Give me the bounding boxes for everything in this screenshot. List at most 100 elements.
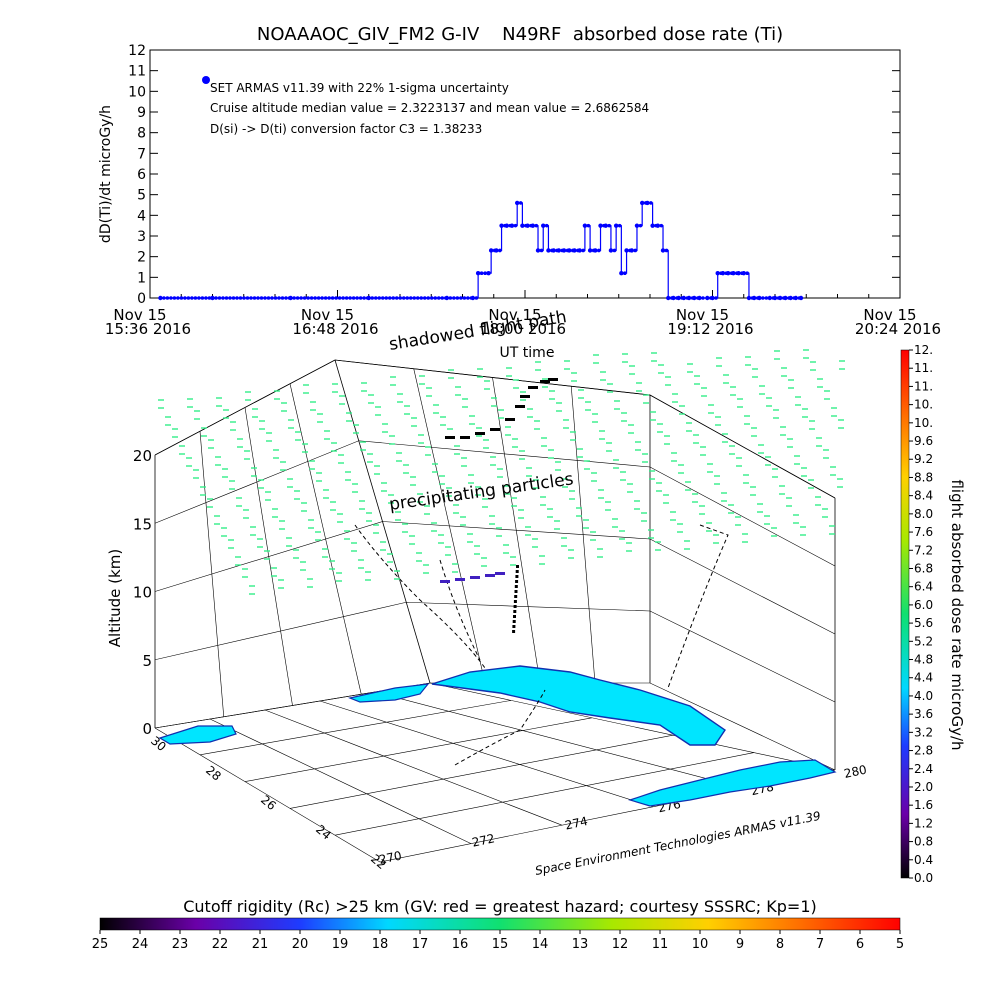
data-point <box>207 296 212 300</box>
data-point <box>570 248 575 253</box>
y-tick-label: 3 <box>137 229 146 245</box>
data-point <box>524 223 528 228</box>
data-point <box>270 296 274 300</box>
dose-colorbar-tick-label: 6.4 <box>914 580 933 594</box>
data-point <box>735 271 739 276</box>
rigidity-colorbar-tick-label: 23 <box>172 937 189 952</box>
altitude-tick-label: 5 <box>142 652 152 670</box>
data-point <box>520 223 525 228</box>
data-point <box>675 296 679 300</box>
flight-path-segment <box>475 432 485 435</box>
flight-path-descent <box>514 595 518 598</box>
data-point <box>330 296 335 300</box>
data-point <box>221 296 225 300</box>
data-point <box>624 248 629 253</box>
data-point <box>408 296 413 300</box>
data-point <box>443 296 448 300</box>
data-point <box>224 296 229 300</box>
data-point <box>643 201 648 205</box>
flight-path-segment <box>445 436 455 439</box>
data-point <box>576 248 580 253</box>
data-point <box>613 223 619 228</box>
shadow-track-left <box>354 524 486 669</box>
data-point <box>429 296 434 300</box>
rigidity-colorbar-tick-label: 25 <box>92 937 109 952</box>
data-point <box>238 296 243 300</box>
rigidity-colorbar-tick-label: 14 <box>532 937 549 952</box>
data-point <box>235 296 239 300</box>
y-tick-label: 7 <box>137 146 146 162</box>
dose-colorbar-tick-label: 5.6 <box>914 616 933 630</box>
wall-grid-line <box>289 383 362 695</box>
y-tick-label: 0 <box>137 291 146 307</box>
dose-rate-series <box>158 200 804 301</box>
data-point <box>680 296 684 300</box>
data-point <box>309 296 314 300</box>
rigidity-colorbar-tick-label: 22 <box>212 937 229 952</box>
dose-colorbar-tick-label: 0.0 <box>914 871 933 885</box>
data-point <box>362 296 366 300</box>
x-tick-label-date: Nov 15 <box>488 306 541 324</box>
data-point <box>508 223 513 228</box>
data-point <box>474 296 479 300</box>
y-tick-label: 2 <box>137 250 146 266</box>
data-point <box>544 223 549 228</box>
land-panhandle-mid <box>347 683 430 703</box>
data-point <box>214 296 218 300</box>
dose-colorbar-tick-label: 8.0 <box>914 507 933 521</box>
floor-grid-line <box>334 752 755 836</box>
data-point <box>560 248 565 253</box>
data-point <box>186 296 191 300</box>
flight-path-segment <box>460 436 470 439</box>
data-point <box>792 296 796 300</box>
data-point <box>705 295 710 301</box>
data-point <box>370 296 375 300</box>
legend-line-3: D(si) -> D(ti) conversion factor C3 = 1.… <box>210 122 482 136</box>
dose-colorbar-tick-label: 11. <box>914 361 933 375</box>
top-x-axis-label: UT time <box>500 345 555 361</box>
data-point <box>455 296 460 300</box>
precipitating-particles-label: precipitating particles <box>388 469 575 515</box>
dose-colorbar-tick-label: 10. <box>914 416 933 430</box>
data-point <box>776 296 781 300</box>
data-point <box>597 248 601 253</box>
rigidity-colorbar-tick-label: 11 <box>652 937 669 952</box>
data-point <box>745 271 750 276</box>
data-point <box>158 295 163 301</box>
data-point <box>259 296 264 300</box>
data-point <box>550 248 554 253</box>
rigidity-colorbar-tick-label: 7 <box>816 937 824 952</box>
data-point <box>337 296 342 300</box>
y-tick-label: 1 <box>137 270 146 286</box>
data-point <box>210 295 215 301</box>
data-point <box>619 271 624 276</box>
wall-grid-line <box>492 377 541 684</box>
longitude-tick-label: 270 <box>378 848 403 866</box>
data-point <box>387 296 392 300</box>
flight-path-descent <box>514 590 518 593</box>
data-point <box>499 223 504 228</box>
legend-line-1: SET ARMAS v11.39 with 22% 1-sigma uncert… <box>210 81 509 95</box>
data-point <box>659 223 664 228</box>
data-point <box>242 296 246 300</box>
rigidity-colorbar-tick-label: 6 <box>856 937 864 952</box>
data-point <box>541 223 546 228</box>
altitude-tick-label: 10 <box>133 584 152 602</box>
rigidity-colorbar-tick-label: 15 <box>492 937 509 952</box>
data-point <box>650 223 655 228</box>
rigidity-colorbar-tick-label: 5 <box>896 937 904 952</box>
dose-colorbar-tick-label: 9.6 <box>914 434 933 448</box>
dose-colorbar <box>900 349 910 879</box>
x-tick-label-date: Nov 15 <box>863 306 916 324</box>
dose-colorbar-tick-label: 5.2 <box>914 634 933 648</box>
data-point <box>488 248 494 253</box>
data-point <box>708 296 713 300</box>
data-point <box>256 296 260 300</box>
data-point <box>498 248 502 253</box>
flight-path-segment <box>540 380 550 383</box>
data-point <box>607 223 612 228</box>
data-point <box>638 223 643 228</box>
floor-grid-line <box>374 691 745 789</box>
flight-path-descent <box>513 615 516 618</box>
